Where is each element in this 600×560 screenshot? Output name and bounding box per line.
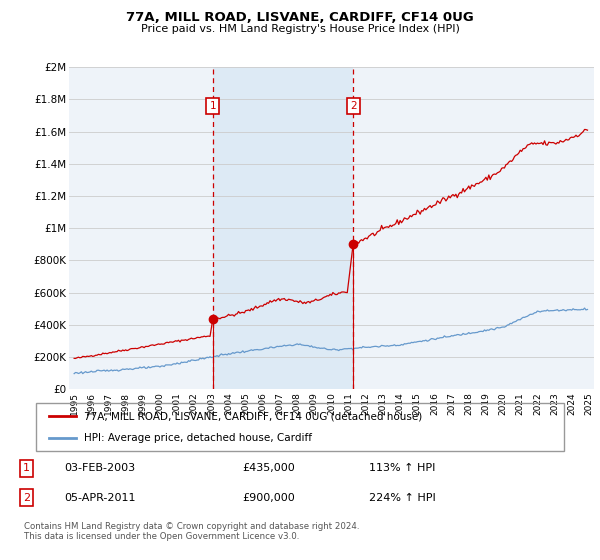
Text: 2: 2 <box>23 493 30 503</box>
Text: 1: 1 <box>209 101 216 111</box>
Text: 05-APR-2011: 05-APR-2011 <box>64 493 136 503</box>
Text: Contains HM Land Registry data © Crown copyright and database right 2024.
This d: Contains HM Land Registry data © Crown c… <box>24 522 359 542</box>
Text: £435,000: £435,000 <box>242 463 295 473</box>
Text: £900,000: £900,000 <box>242 493 295 503</box>
Text: 77A, MILL ROAD, LISVANE, CARDIFF, CF14 0UG (detached house): 77A, MILL ROAD, LISVANE, CARDIFF, CF14 0… <box>83 411 422 421</box>
Text: 1: 1 <box>23 463 30 473</box>
Text: 113% ↑ HPI: 113% ↑ HPI <box>369 463 436 473</box>
Text: 224% ↑ HPI: 224% ↑ HPI <box>369 493 436 503</box>
Text: Price paid vs. HM Land Registry's House Price Index (HPI): Price paid vs. HM Land Registry's House … <box>140 24 460 34</box>
Text: HPI: Average price, detached house, Cardiff: HPI: Average price, detached house, Card… <box>83 433 311 443</box>
Bar <box>213 67 353 389</box>
Text: 2: 2 <box>350 101 356 111</box>
Text: 03-FEB-2003: 03-FEB-2003 <box>64 463 135 473</box>
Text: 77A, MILL ROAD, LISVANE, CARDIFF, CF14 0UG: 77A, MILL ROAD, LISVANE, CARDIFF, CF14 0… <box>126 11 474 24</box>
